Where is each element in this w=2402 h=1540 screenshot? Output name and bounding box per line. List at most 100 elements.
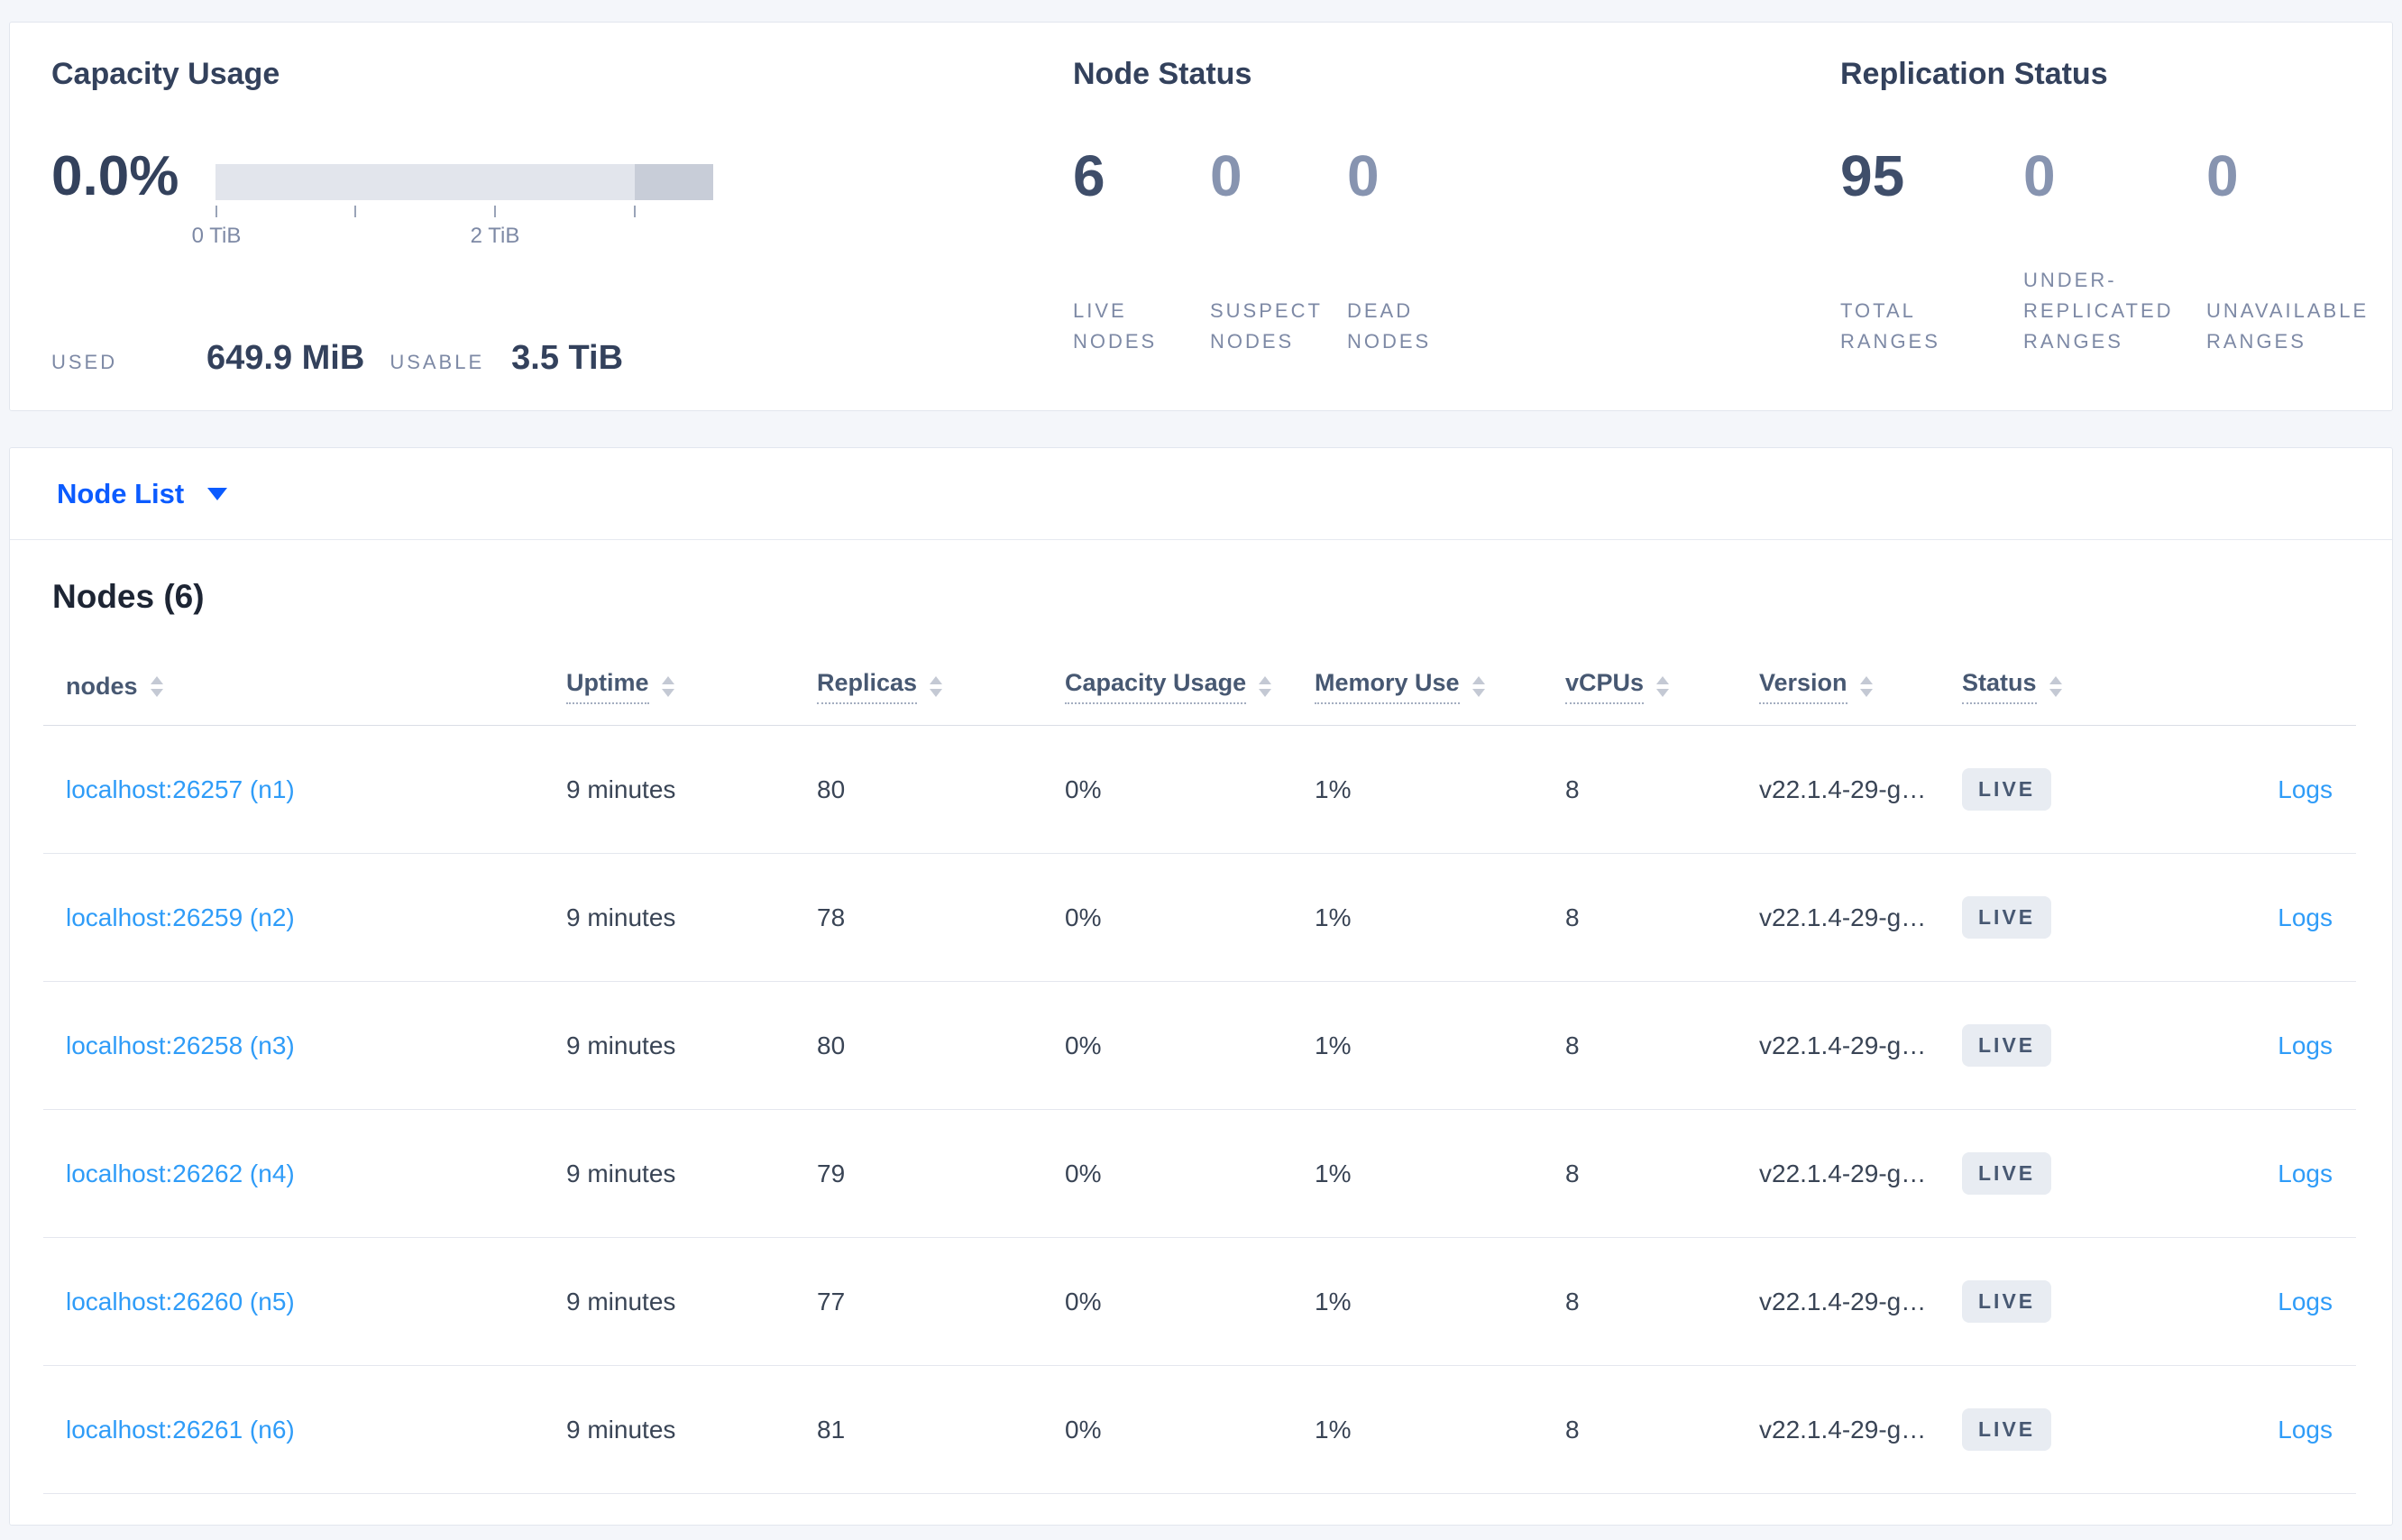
replicas-cell: 77 xyxy=(817,1287,846,1315)
memory-use-cell: 1% xyxy=(1315,1287,1352,1315)
unavailable-ranges-stat: 0 UNAVAILABLE RANGES xyxy=(2206,143,2389,357)
uptime-cell: 9 minutes xyxy=(566,775,676,803)
sort-icon xyxy=(930,676,943,697)
replication-status-title: Replication Status xyxy=(1840,57,2108,91)
vcpus-cell: 8 xyxy=(1565,1415,1580,1444)
node-status-title: Node Status xyxy=(1073,57,1252,91)
memory-use-cell: 1% xyxy=(1315,1159,1352,1187)
node-link[interactable]: localhost:26260 (n5) xyxy=(66,1287,295,1315)
stat-value: 0 xyxy=(2023,143,2056,208)
node-list-dropdown-label: Node List xyxy=(57,477,185,509)
nodes-table: nodes Uptime Replicas Capacity Usage Mem… xyxy=(43,648,2356,1494)
logs-link[interactable]: Logs xyxy=(2278,1159,2333,1187)
version-cell: v22.1.4-29-g… xyxy=(1759,1031,1927,1059)
chevron-down-icon xyxy=(207,487,228,500)
replicas-cell: 80 xyxy=(817,1031,846,1059)
status-badge: LIVE xyxy=(1962,896,2052,939)
logs-link[interactable]: Logs xyxy=(2278,1287,2333,1315)
vcpus-cell: 8 xyxy=(1565,1287,1580,1315)
uptime-cell: 9 minutes xyxy=(566,1415,676,1444)
replicas-cell: 80 xyxy=(817,775,846,803)
vcpus-cell: 8 xyxy=(1565,1159,1580,1187)
sort-icon xyxy=(661,676,674,697)
column-header-uptime[interactable]: Uptime xyxy=(544,669,794,704)
column-header-nodes[interactable]: nodes xyxy=(43,673,544,701)
table-row: localhost:26258 (n3) 9 minutes 80 0% 1% … xyxy=(43,982,2356,1110)
replication-status-section: Replication Status 95 TOTAL RANGES 0 UND… xyxy=(1840,55,2399,357)
axis-tick-label: 0 TiB xyxy=(191,224,242,248)
column-header-memory-use[interactable]: Memory Use xyxy=(1292,669,1543,704)
column-header-capacity-usage[interactable]: Capacity Usage xyxy=(1042,669,1292,704)
capacity-usage-section: Capacity Usage 0.0% 0 TiB 2 TiB USED 649… xyxy=(51,55,773,378)
status-badge: LIVE xyxy=(1962,768,2052,811)
version-cell: v22.1.4-29-g… xyxy=(1759,903,1927,931)
column-header-version[interactable]: Version xyxy=(1737,669,1939,704)
axis-tick xyxy=(634,206,636,217)
status-badge: LIVE xyxy=(1962,1024,2052,1067)
stat-label: SUSPECT NODES xyxy=(1210,299,1323,353)
stat-label: UNAVAILABLE RANGES xyxy=(2206,299,2370,353)
logs-link[interactable]: Logs xyxy=(2278,1031,2333,1059)
sort-icon xyxy=(1471,676,1485,697)
logs-link[interactable]: Logs xyxy=(2278,1415,2333,1444)
suspect-nodes-stat: 0 SUSPECT NODES xyxy=(1210,143,1347,357)
replicas-cell: 81 xyxy=(817,1415,846,1444)
stat-label: DEAD NODES xyxy=(1347,299,1432,353)
table-header-row: nodes Uptime Replicas Capacity Usage Mem… xyxy=(43,648,2356,726)
used-label: USED xyxy=(51,351,118,373)
replicas-cell: 78 xyxy=(817,903,846,931)
version-cell: v22.1.4-29-g… xyxy=(1759,1159,1927,1187)
uptime-cell: 9 minutes xyxy=(566,1031,676,1059)
stat-value: 6 xyxy=(1073,143,1105,208)
table-row: localhost:26257 (n1) 9 minutes 80 0% 1% … xyxy=(43,726,2356,854)
capacity-usage-cell: 0% xyxy=(1065,1415,1102,1444)
logs-link[interactable]: Logs xyxy=(2278,775,2333,803)
usable-value: 3.5 TiB xyxy=(511,339,624,377)
capacity-usage-cell: 0% xyxy=(1065,903,1102,931)
stat-label: TOTAL RANGES xyxy=(1840,299,1940,353)
node-link[interactable]: localhost:26261 (n6) xyxy=(66,1415,295,1444)
node-list-panel: Node List Nodes (6) nodes Uptime Replica… xyxy=(9,447,2393,1526)
vcpus-cell: 8 xyxy=(1565,775,1580,803)
column-header-replicas[interactable]: Replicas xyxy=(794,669,1042,704)
axis-tick-label: 2 TiB xyxy=(470,224,520,248)
node-link[interactable]: localhost:26257 (n1) xyxy=(66,775,295,803)
node-list-dropdown[interactable]: Node List xyxy=(57,477,228,510)
axis-tick xyxy=(494,206,496,217)
memory-use-cell: 1% xyxy=(1315,1031,1352,1059)
node-status-section: Node Status 6 LIVE NODES 0 SUSPECT NODES… xyxy=(1073,55,1578,357)
column-header-status[interactable]: Status xyxy=(1939,669,2183,704)
capacity-bar-dark-segment xyxy=(635,164,713,200)
table-row: localhost:26262 (n4) 9 minutes 79 0% 1% … xyxy=(43,1110,2356,1238)
table-row: localhost:26261 (n6) 9 minutes 81 0% 1% … xyxy=(43,1366,2356,1494)
version-cell: v22.1.4-29-g… xyxy=(1759,775,1927,803)
nodes-table-title: Nodes (6) xyxy=(52,578,205,615)
view-selector-bar: Node List xyxy=(10,448,2392,540)
under-replicated-ranges-stat: 0 UNDER-REPLICATED RANGES xyxy=(2023,143,2206,357)
capacity-usage-title: Capacity Usage xyxy=(51,57,280,91)
stat-label: UNDER-REPLICATED RANGES xyxy=(2023,269,2174,353)
replicas-cell: 79 xyxy=(817,1159,846,1187)
uptime-cell: 9 minutes xyxy=(566,903,676,931)
status-badge: LIVE xyxy=(1962,1280,2052,1323)
status-badge: LIVE xyxy=(1962,1408,2052,1451)
node-link[interactable]: localhost:26258 (n3) xyxy=(66,1031,295,1059)
logs-link[interactable]: Logs xyxy=(2278,903,2333,931)
table-body: localhost:26257 (n1) 9 minutes 80 0% 1% … xyxy=(43,726,2356,1494)
capacity-bar-chart: 0 TiB 2 TiB xyxy=(192,164,713,270)
sort-icon xyxy=(1259,676,1272,697)
uptime-cell: 9 minutes xyxy=(566,1159,676,1187)
column-header-vcpus[interactable]: vCPUs xyxy=(1543,669,1737,704)
capacity-usage-cell: 0% xyxy=(1065,1031,1102,1059)
dead-nodes-stat: 0 DEAD NODES xyxy=(1347,143,1484,357)
vcpus-cell: 8 xyxy=(1565,1031,1580,1059)
capacity-usage-cell: 0% xyxy=(1065,1159,1102,1187)
uptime-cell: 9 minutes xyxy=(566,1287,676,1315)
node-link[interactable]: localhost:26262 (n4) xyxy=(66,1159,295,1187)
stat-value: 0 xyxy=(1210,143,1242,208)
stat-value: 0 xyxy=(2206,143,2239,208)
node-link[interactable]: localhost:26259 (n2) xyxy=(66,903,295,931)
memory-use-cell: 1% xyxy=(1315,775,1352,803)
total-ranges-stat: 95 TOTAL RANGES xyxy=(1840,143,2023,357)
live-nodes-stat: 6 LIVE NODES xyxy=(1073,143,1210,357)
